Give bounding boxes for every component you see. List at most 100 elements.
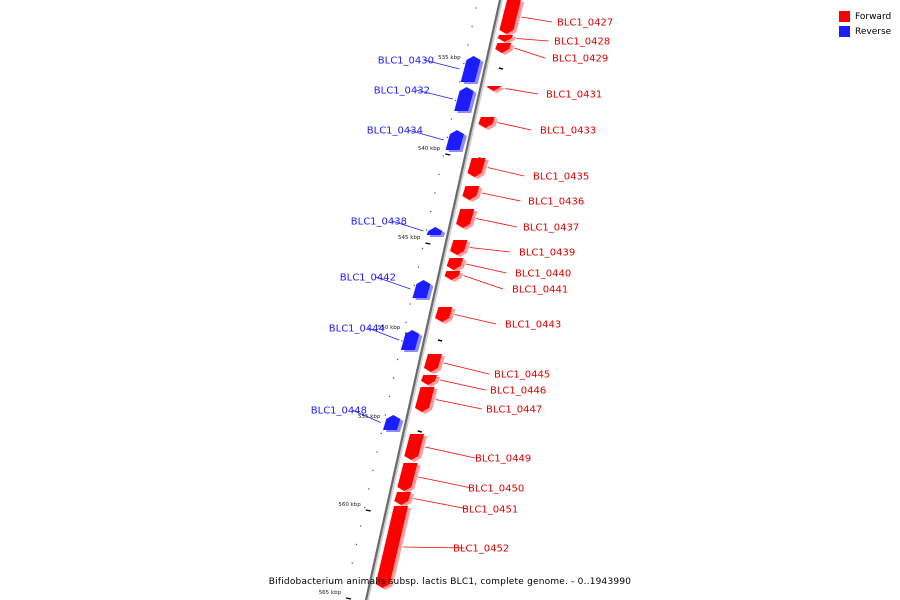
leader-line bbox=[375, 276, 411, 290]
gene-BLC1_0448[interactable] bbox=[382, 415, 404, 432]
gene-BLC1_0443[interactable] bbox=[435, 307, 456, 324]
gene-label-BLC1_0437[interactable]: BLC1_0437 bbox=[523, 223, 579, 234]
minor-tick-dot bbox=[380, 432, 382, 435]
major-tick bbox=[425, 242, 431, 245]
gene-label-BLC1_0447[interactable]: BLC1_0447 bbox=[486, 405, 542, 416]
gene-label-BLC1_0427[interactable]: BLC1_0427 bbox=[557, 18, 613, 29]
minor-tick-dot bbox=[463, 62, 465, 65]
gene-BLC1_0428[interactable] bbox=[497, 35, 517, 44]
reverse-gene-arrow bbox=[426, 227, 443, 235]
gene-label-BLC1_0448[interactable]: BLC1_0448 bbox=[311, 406, 367, 417]
right-mark bbox=[437, 339, 443, 342]
forward-gene-arrow bbox=[467, 158, 486, 177]
minor-tick-dot bbox=[376, 451, 378, 453]
gene-features bbox=[375, 0, 524, 590]
gene-BLC1_0433[interactable] bbox=[478, 117, 498, 130]
minor-tick-dot bbox=[475, 7, 477, 9]
gene-BLC1_0445[interactable] bbox=[423, 354, 445, 374]
gene-label-BLC1_0433[interactable]: BLC1_0433 bbox=[540, 126, 596, 137]
minor-tick-dot bbox=[471, 25, 473, 28]
gene-BLC1_0444[interactable] bbox=[400, 330, 423, 352]
gene-label-BLC1_0431[interactable]: BLC1_0431 bbox=[546, 90, 602, 101]
leader-line bbox=[521, 16, 553, 23]
reverse-gene-arrow bbox=[454, 87, 474, 111]
reverse-gene-arrow bbox=[445, 130, 464, 150]
right-mark bbox=[417, 430, 422, 433]
gene-BLC1_0451[interactable] bbox=[394, 492, 415, 507]
gene-BLC1_0440[interactable] bbox=[446, 258, 467, 272]
reverse-gene-arrow bbox=[400, 330, 420, 350]
gene-label-BLC1_0451[interactable]: BLC1_0451 bbox=[462, 505, 518, 516]
gene-label-BLC1_0440[interactable]: BLC1_0440 bbox=[515, 269, 571, 280]
leader-line bbox=[516, 38, 549, 42]
tick-label: 565 kbp bbox=[319, 590, 342, 596]
gene-label-BLC1_0435[interactable]: BLC1_0435 bbox=[533, 172, 589, 183]
gene-label-BLC1_0428[interactable]: BLC1_0428 bbox=[554, 37, 610, 48]
forward-gene-arrow bbox=[444, 271, 461, 280]
gene-label-BLC1_0444[interactable]: BLC1_0444 bbox=[329, 324, 385, 335]
gene-BLC1_0436[interactable] bbox=[462, 186, 483, 202]
legend-label-reverse: Reverse bbox=[855, 26, 892, 37]
gene-BLC1_0435[interactable] bbox=[467, 158, 489, 179]
minor-tick-dot bbox=[450, 118, 453, 120]
forward-gene-arrow bbox=[497, 35, 514, 42]
leader-line bbox=[463, 275, 504, 290]
legend: Forward Reverse bbox=[839, 9, 899, 39]
gene-label-BLC1_0449[interactable]: BLC1_0449 bbox=[475, 454, 531, 465]
gene-BLC1_0432[interactable] bbox=[454, 87, 477, 113]
gene-label-BLC1_0442[interactable]: BLC1_0442 bbox=[340, 273, 396, 284]
minor-tick-dot bbox=[421, 247, 424, 250]
legend-item-reverse: Reverse bbox=[839, 24, 899, 39]
minor-tick-dot bbox=[372, 469, 374, 472]
reverse-gene-arrow bbox=[382, 415, 401, 430]
minor-tick-dot bbox=[384, 414, 387, 416]
gene-label-BLC1_0438[interactable]: BLC1_0438 bbox=[351, 217, 407, 228]
gene-BLC1_0427[interactable] bbox=[499, 0, 524, 36]
gene-BLC1_0447[interactable] bbox=[414, 387, 438, 414]
gene-BLC1_0441[interactable] bbox=[444, 271, 464, 282]
minor-tick-dot bbox=[388, 395, 391, 398]
reverse-swatch bbox=[839, 26, 850, 37]
gene-label-BLC1_0439[interactable]: BLC1_0439 bbox=[519, 248, 575, 259]
tick-label: 540 kbp bbox=[418, 146, 441, 152]
gene-BLC1_0430[interactable] bbox=[460, 56, 484, 84]
backbone-line bbox=[364, 0, 502, 600]
gene-label-BLC1_0452[interactable]: BLC1_0452 bbox=[453, 544, 509, 555]
gene-BLC1_0450[interactable] bbox=[397, 463, 421, 493]
leader-line bbox=[413, 498, 469, 510]
gene-BLC1_0449[interactable] bbox=[404, 434, 428, 462]
forward-gene-arrow bbox=[499, 0, 521, 34]
gene-label-BLC1_0445[interactable]: BLC1_0445 bbox=[494, 370, 550, 381]
gene-BLC1_0437[interactable] bbox=[456, 209, 478, 230]
gene-BLC1_0431[interactable] bbox=[486, 86, 505, 93]
gene-label-BLC1_0434[interactable]: BLC1_0434 bbox=[367, 126, 423, 137]
minor-tick-dot bbox=[359, 525, 362, 527]
minor-tick-dot bbox=[430, 210, 432, 213]
leader-line bbox=[367, 327, 400, 341]
gene-BLC1_0439[interactable] bbox=[450, 240, 471, 257]
gene-labels: BLC1_0427 BLC1_0428 BLC1_0429 BLC1_0430 BLC1… bbox=[311, 16, 613, 555]
forward-gene-arrow bbox=[404, 434, 425, 460]
minor-tick-dot bbox=[392, 377, 395, 379]
gene-label-BLC1_0436[interactable]: BLC1_0436 bbox=[528, 197, 584, 208]
gene-BLC1_0429[interactable] bbox=[495, 43, 515, 55]
forward-gene-arrow bbox=[456, 209, 475, 228]
gene-BLC1_0446[interactable] bbox=[421, 375, 441, 387]
gene-BLC1_0434[interactable] bbox=[445, 130, 467, 152]
gene-BLC1_0452[interactable] bbox=[375, 506, 411, 590]
gene-label-BLC1_0446[interactable]: BLC1_0446 bbox=[490, 386, 546, 397]
gene-label-BLC1_0432[interactable]: BLC1_0432 bbox=[374, 86, 430, 97]
minor-tick-dot bbox=[397, 358, 399, 361]
gene-BLC1_0438[interactable] bbox=[426, 227, 446, 237]
leader-line bbox=[469, 247, 511, 253]
gene-label-BLC1_0430[interactable]: BLC1_0430 bbox=[378, 56, 434, 67]
gene-label-BLC1_0443[interactable]: BLC1_0443 bbox=[505, 320, 561, 331]
leader-line bbox=[425, 446, 476, 459]
gene-BLC1_0442[interactable] bbox=[412, 280, 434, 300]
minor-tick-dot bbox=[417, 266, 420, 268]
gene-label-BLC1_0429[interactable]: BLC1_0429 bbox=[552, 54, 608, 65]
minor-tick-dot bbox=[438, 173, 440, 176]
gene-label-BLC1_0441[interactable]: BLC1_0441 bbox=[512, 285, 568, 296]
gene-label-BLC1_0450[interactable]: BLC1_0450 bbox=[468, 484, 524, 495]
